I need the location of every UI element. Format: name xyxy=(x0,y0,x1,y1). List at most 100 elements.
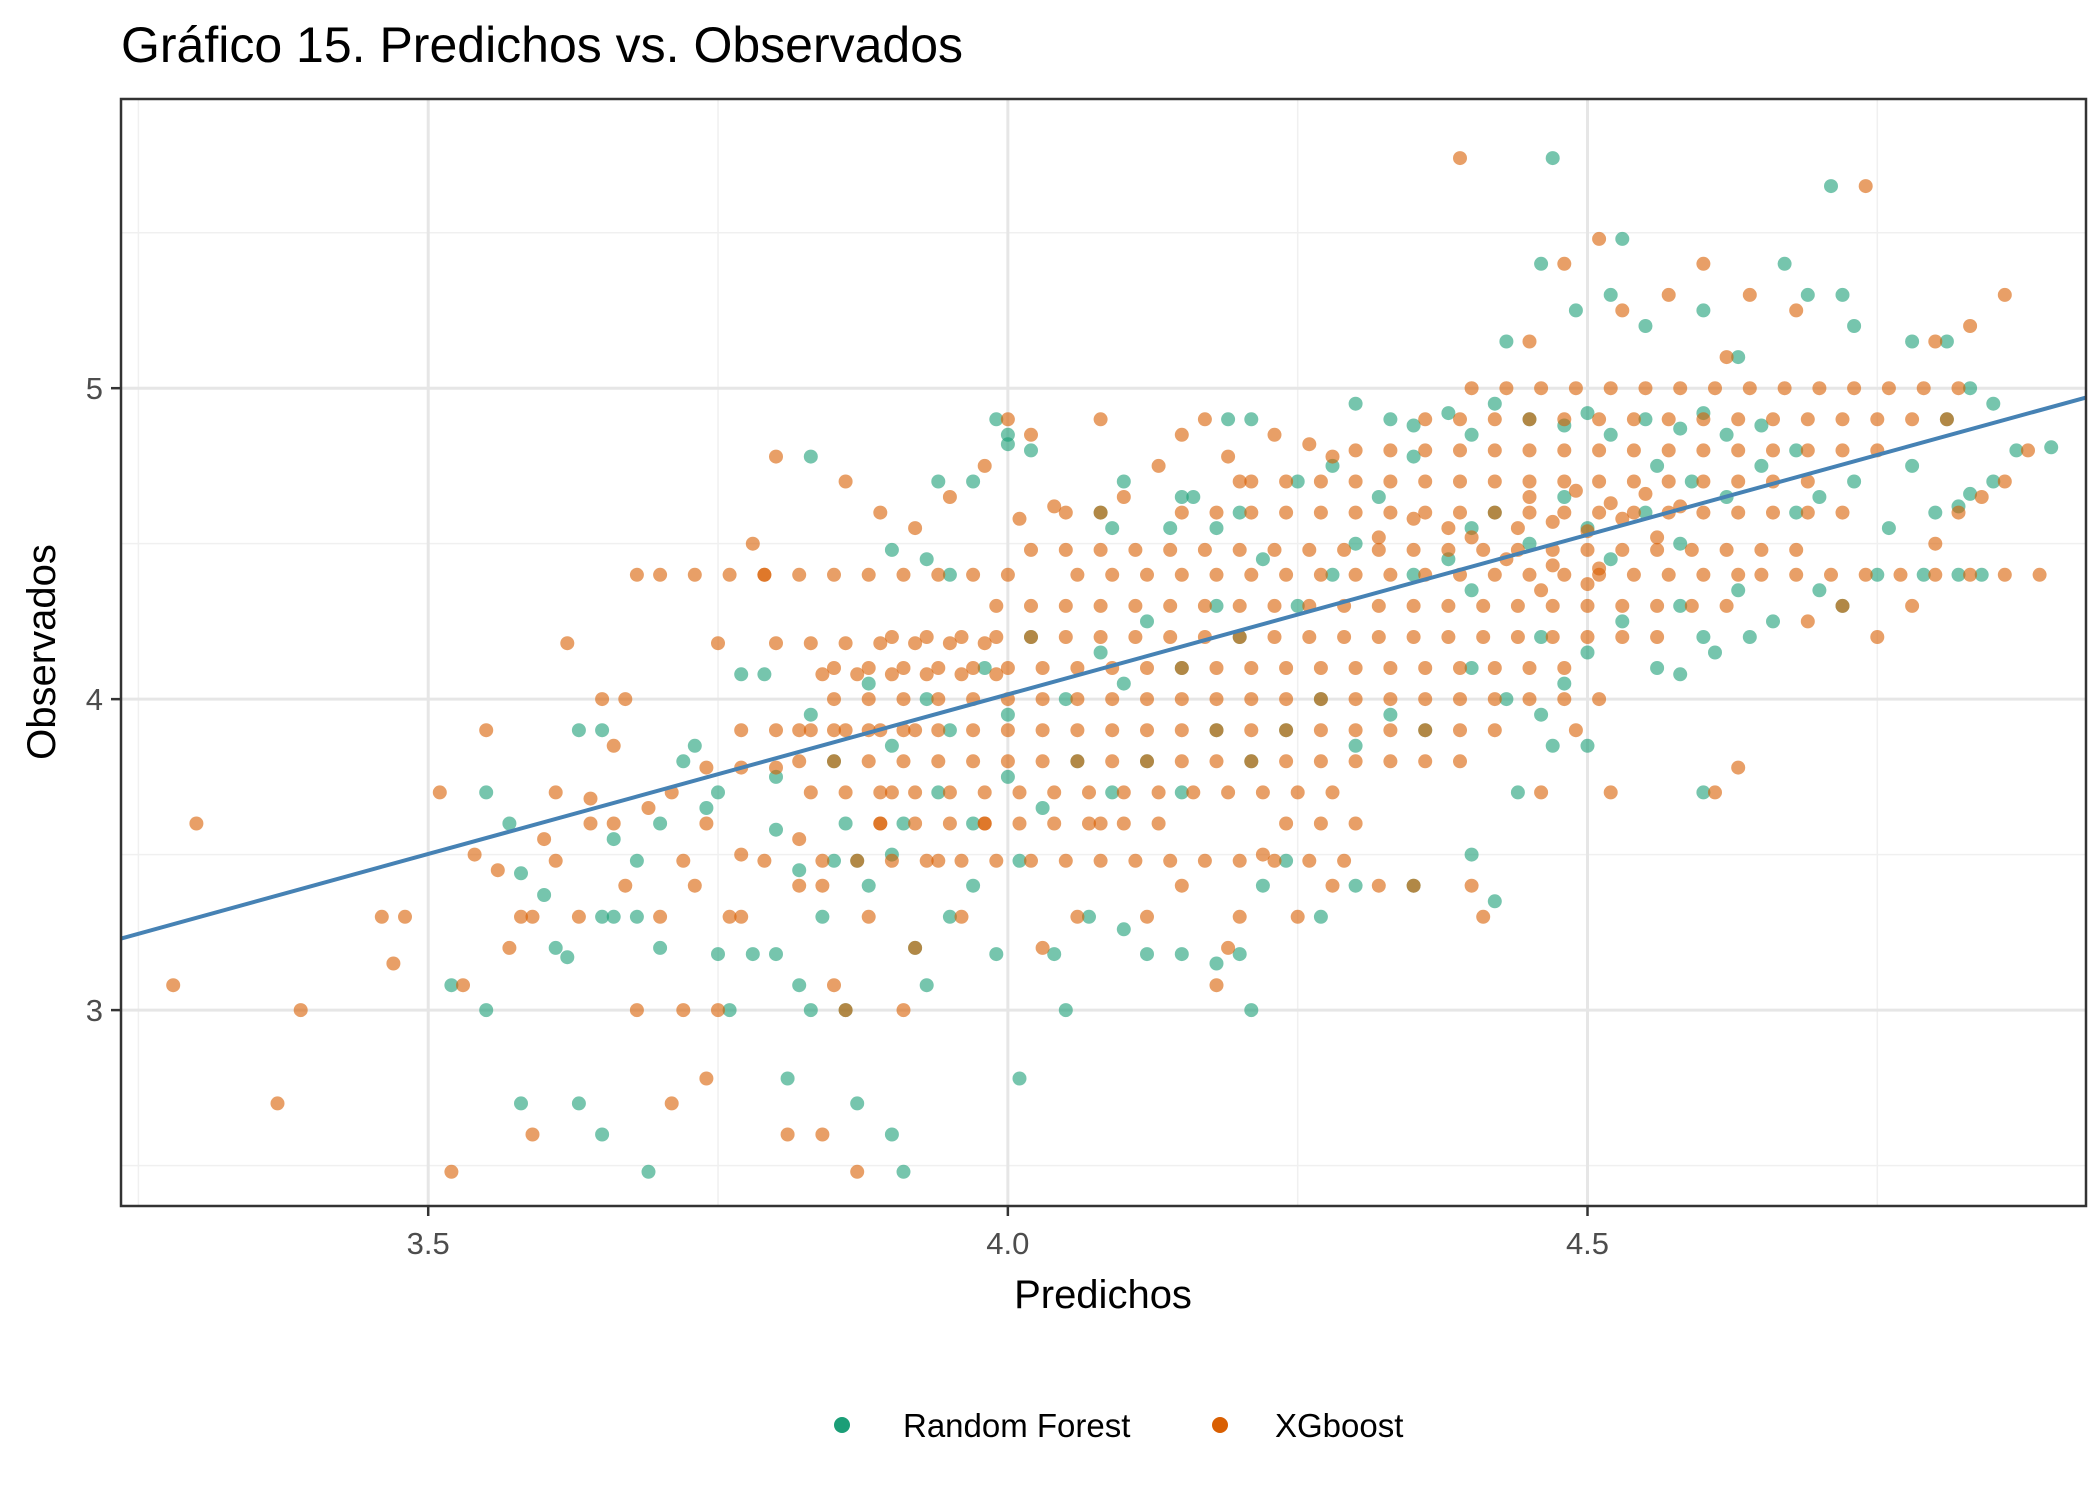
data-point-xgboost xyxy=(1302,542,1317,557)
data-point-xgboost xyxy=(1151,785,1166,800)
data-point-random-forest xyxy=(1684,474,1699,489)
data-point-xgboost xyxy=(1012,785,1027,800)
data-point-xgboost xyxy=(1453,692,1467,707)
data-point-xgboost xyxy=(1000,412,1015,427)
data-point-xgboost xyxy=(1209,723,1224,738)
data-point-xgboost xyxy=(815,1127,830,1142)
data-point-xgboost xyxy=(977,636,992,651)
data-point-random-forest xyxy=(1534,256,1549,271)
data-point-xgboost xyxy=(1383,723,1398,738)
data-point-xgboost xyxy=(1221,449,1236,464)
data-point-xgboost xyxy=(1313,816,1328,831)
data-point-xgboost xyxy=(931,567,946,582)
data-point-xgboost xyxy=(1534,583,1549,598)
data-point-random-forest xyxy=(1812,583,1827,598)
data-point-xgboost xyxy=(1453,754,1467,769)
data-point-random-forest xyxy=(1824,179,1838,194)
data-point-random-forest xyxy=(1638,412,1653,427)
data-point-xgboost xyxy=(1279,661,1294,675)
data-point-random-forest xyxy=(1812,490,1827,504)
data-point-xgboost xyxy=(757,567,772,582)
data-point-xgboost xyxy=(1974,490,1989,504)
data-point-xgboost xyxy=(1661,287,1676,302)
data-point-xgboost xyxy=(1232,598,1247,613)
data-point-random-forest xyxy=(861,878,876,893)
data-point-xgboost xyxy=(1696,505,1711,520)
data-point-xgboost xyxy=(606,816,621,831)
data-point-random-forest xyxy=(931,474,946,489)
data-point-xgboost xyxy=(1487,661,1502,675)
data-point-random-forest xyxy=(1244,412,1259,427)
data-point-xgboost xyxy=(1244,567,1259,582)
data-point-xgboost xyxy=(1140,692,1154,707)
data-point-random-forest xyxy=(1939,334,1954,349)
data-point-random-forest xyxy=(769,822,783,837)
data-point-xgboost xyxy=(1650,530,1665,545)
data-point-random-forest xyxy=(803,707,818,722)
data-point-xgboost xyxy=(293,1003,308,1018)
data-point-xgboost xyxy=(954,853,969,868)
data-point-xgboost xyxy=(908,521,923,536)
data-point-xgboost xyxy=(1522,474,1537,489)
data-point-xgboost xyxy=(1418,661,1433,675)
data-point-xgboost xyxy=(1383,692,1398,707)
data-point-random-forest xyxy=(1464,847,1479,862)
data-point-random-forest xyxy=(1140,614,1154,629)
data-point-xgboost xyxy=(1870,630,1885,644)
data-point-xgboost xyxy=(1209,978,1224,993)
data-point-xgboost xyxy=(1487,474,1502,489)
data-point-xgboost xyxy=(977,458,992,473)
data-point-xgboost xyxy=(1279,754,1294,769)
data-point-xgboost xyxy=(1928,536,1943,551)
data-point-xgboost xyxy=(1093,598,1108,613)
data-point-xgboost xyxy=(1232,909,1247,924)
data-point-xgboost xyxy=(1337,853,1352,868)
data-point-xgboost xyxy=(1348,505,1363,520)
data-point-xgboost xyxy=(1731,443,1746,458)
data-point-random-forest xyxy=(1696,630,1711,644)
data-point-xgboost xyxy=(2032,567,2047,582)
y-axis: 3 4 5 xyxy=(86,371,121,1028)
data-point-xgboost xyxy=(1661,474,1676,489)
data-point-xgboost xyxy=(1893,567,1908,582)
data-point-xgboost xyxy=(1151,816,1166,831)
data-point-xgboost xyxy=(838,785,853,800)
data-point-xgboost xyxy=(1615,598,1630,613)
data-point-xgboost xyxy=(1650,630,1665,644)
data-point-random-forest xyxy=(444,978,459,993)
data-point-xgboost xyxy=(769,449,783,464)
data-point-xgboost xyxy=(1615,542,1630,557)
data-point-xgboost xyxy=(687,878,702,893)
data-point-xgboost xyxy=(1487,723,1502,738)
data-point-xgboost xyxy=(966,754,981,769)
data-point-xgboost xyxy=(629,1003,644,1018)
data-point-random-forest xyxy=(1777,256,1792,271)
data-point-xgboost xyxy=(444,1164,459,1179)
data-point-xgboost xyxy=(1742,381,1757,396)
data-point-xgboost xyxy=(1197,853,1212,868)
data-point-random-forest xyxy=(1545,738,1560,753)
data-point-random-forest xyxy=(2009,443,2024,458)
data-point-xgboost xyxy=(1383,505,1398,520)
data-point-xgboost xyxy=(908,723,923,738)
data-point-xgboost xyxy=(1800,412,1815,427)
data-point-xgboost xyxy=(1522,443,1537,458)
data-point-random-forest xyxy=(595,723,610,738)
data-point-xgboost xyxy=(1047,816,1062,831)
data-point-random-forest xyxy=(629,853,644,868)
data-point-random-forest xyxy=(606,832,621,847)
data-point-xgboost xyxy=(908,785,923,800)
data-point-random-forest xyxy=(1383,412,1398,427)
data-point-xgboost xyxy=(1383,754,1398,769)
data-point-random-forest xyxy=(1232,505,1247,520)
data-point-xgboost xyxy=(908,636,923,651)
data-point-xgboost xyxy=(1000,661,1015,675)
data-point-xgboost xyxy=(1638,381,1653,396)
data-point-xgboost xyxy=(1163,630,1178,644)
data-point-xgboost xyxy=(722,567,737,582)
data-point-xgboost xyxy=(1731,412,1746,427)
data-point-xgboost xyxy=(1766,443,1780,458)
data-point-xgboost xyxy=(1557,256,1572,271)
data-point-xgboost xyxy=(1731,760,1746,775)
data-point-random-forest xyxy=(884,542,899,557)
